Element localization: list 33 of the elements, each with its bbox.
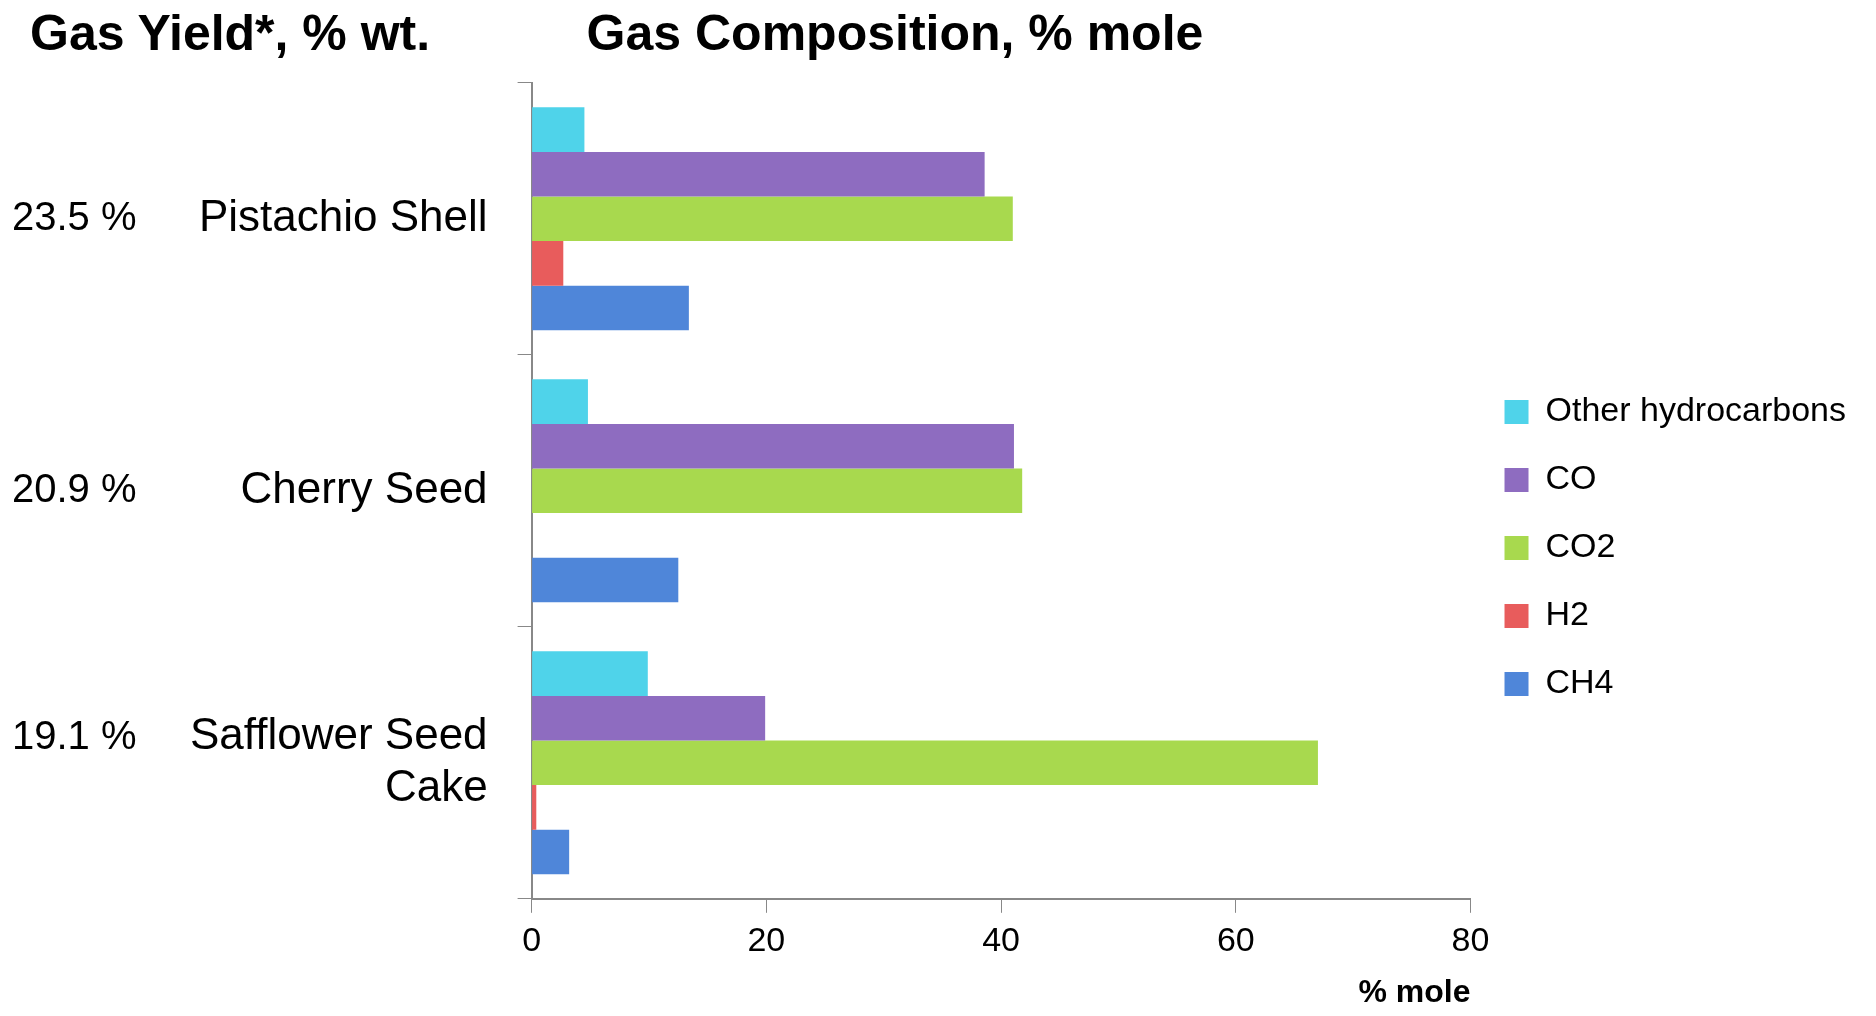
y-tick-label: Pistachio Shell bbox=[198, 190, 488, 240]
bar bbox=[532, 557, 679, 603]
x-tick-label: 40 bbox=[982, 919, 1020, 958]
legend-label: CO bbox=[1545, 458, 1597, 497]
bar bbox=[532, 695, 766, 741]
x-tick-label: 20 bbox=[747, 919, 786, 958]
bar bbox=[532, 196, 1013, 242]
x-tick-label: 60 bbox=[1216, 919, 1255, 958]
bar bbox=[532, 740, 1318, 786]
bar bbox=[532, 423, 1014, 469]
text: Gas Yield*, % wt. bbox=[30, 4, 431, 61]
text: 19.1 % bbox=[12, 712, 137, 757]
bar bbox=[532, 829, 570, 875]
chart-title: Gas Composition, % mole bbox=[586, 4, 1204, 61]
y-tick-label: Cherry Seed bbox=[240, 462, 488, 512]
x-axis-title: % mole bbox=[1358, 972, 1471, 1009]
x-tick-label: 80 bbox=[1451, 919, 1490, 958]
legend-label: H2 bbox=[1545, 594, 1589, 633]
text: 23.5 % bbox=[12, 193, 137, 238]
bar bbox=[532, 241, 564, 286]
text: 20.9 % bbox=[12, 465, 137, 510]
bar bbox=[532, 151, 985, 197]
legend-label: Other hydrocarbons bbox=[1545, 390, 1847, 429]
bar bbox=[532, 107, 585, 152]
legend-label: CO2 bbox=[1545, 526, 1616, 565]
x-tick-label: 0 bbox=[522, 919, 542, 958]
bar bbox=[532, 651, 648, 696]
legend-label: CH4 bbox=[1545, 662, 1614, 701]
bar bbox=[532, 379, 588, 424]
bar bbox=[532, 785, 537, 830]
bar bbox=[532, 468, 1023, 514]
y-tick-label: Safflower Seed Cake bbox=[189, 708, 488, 811]
bar bbox=[532, 285, 689, 331]
